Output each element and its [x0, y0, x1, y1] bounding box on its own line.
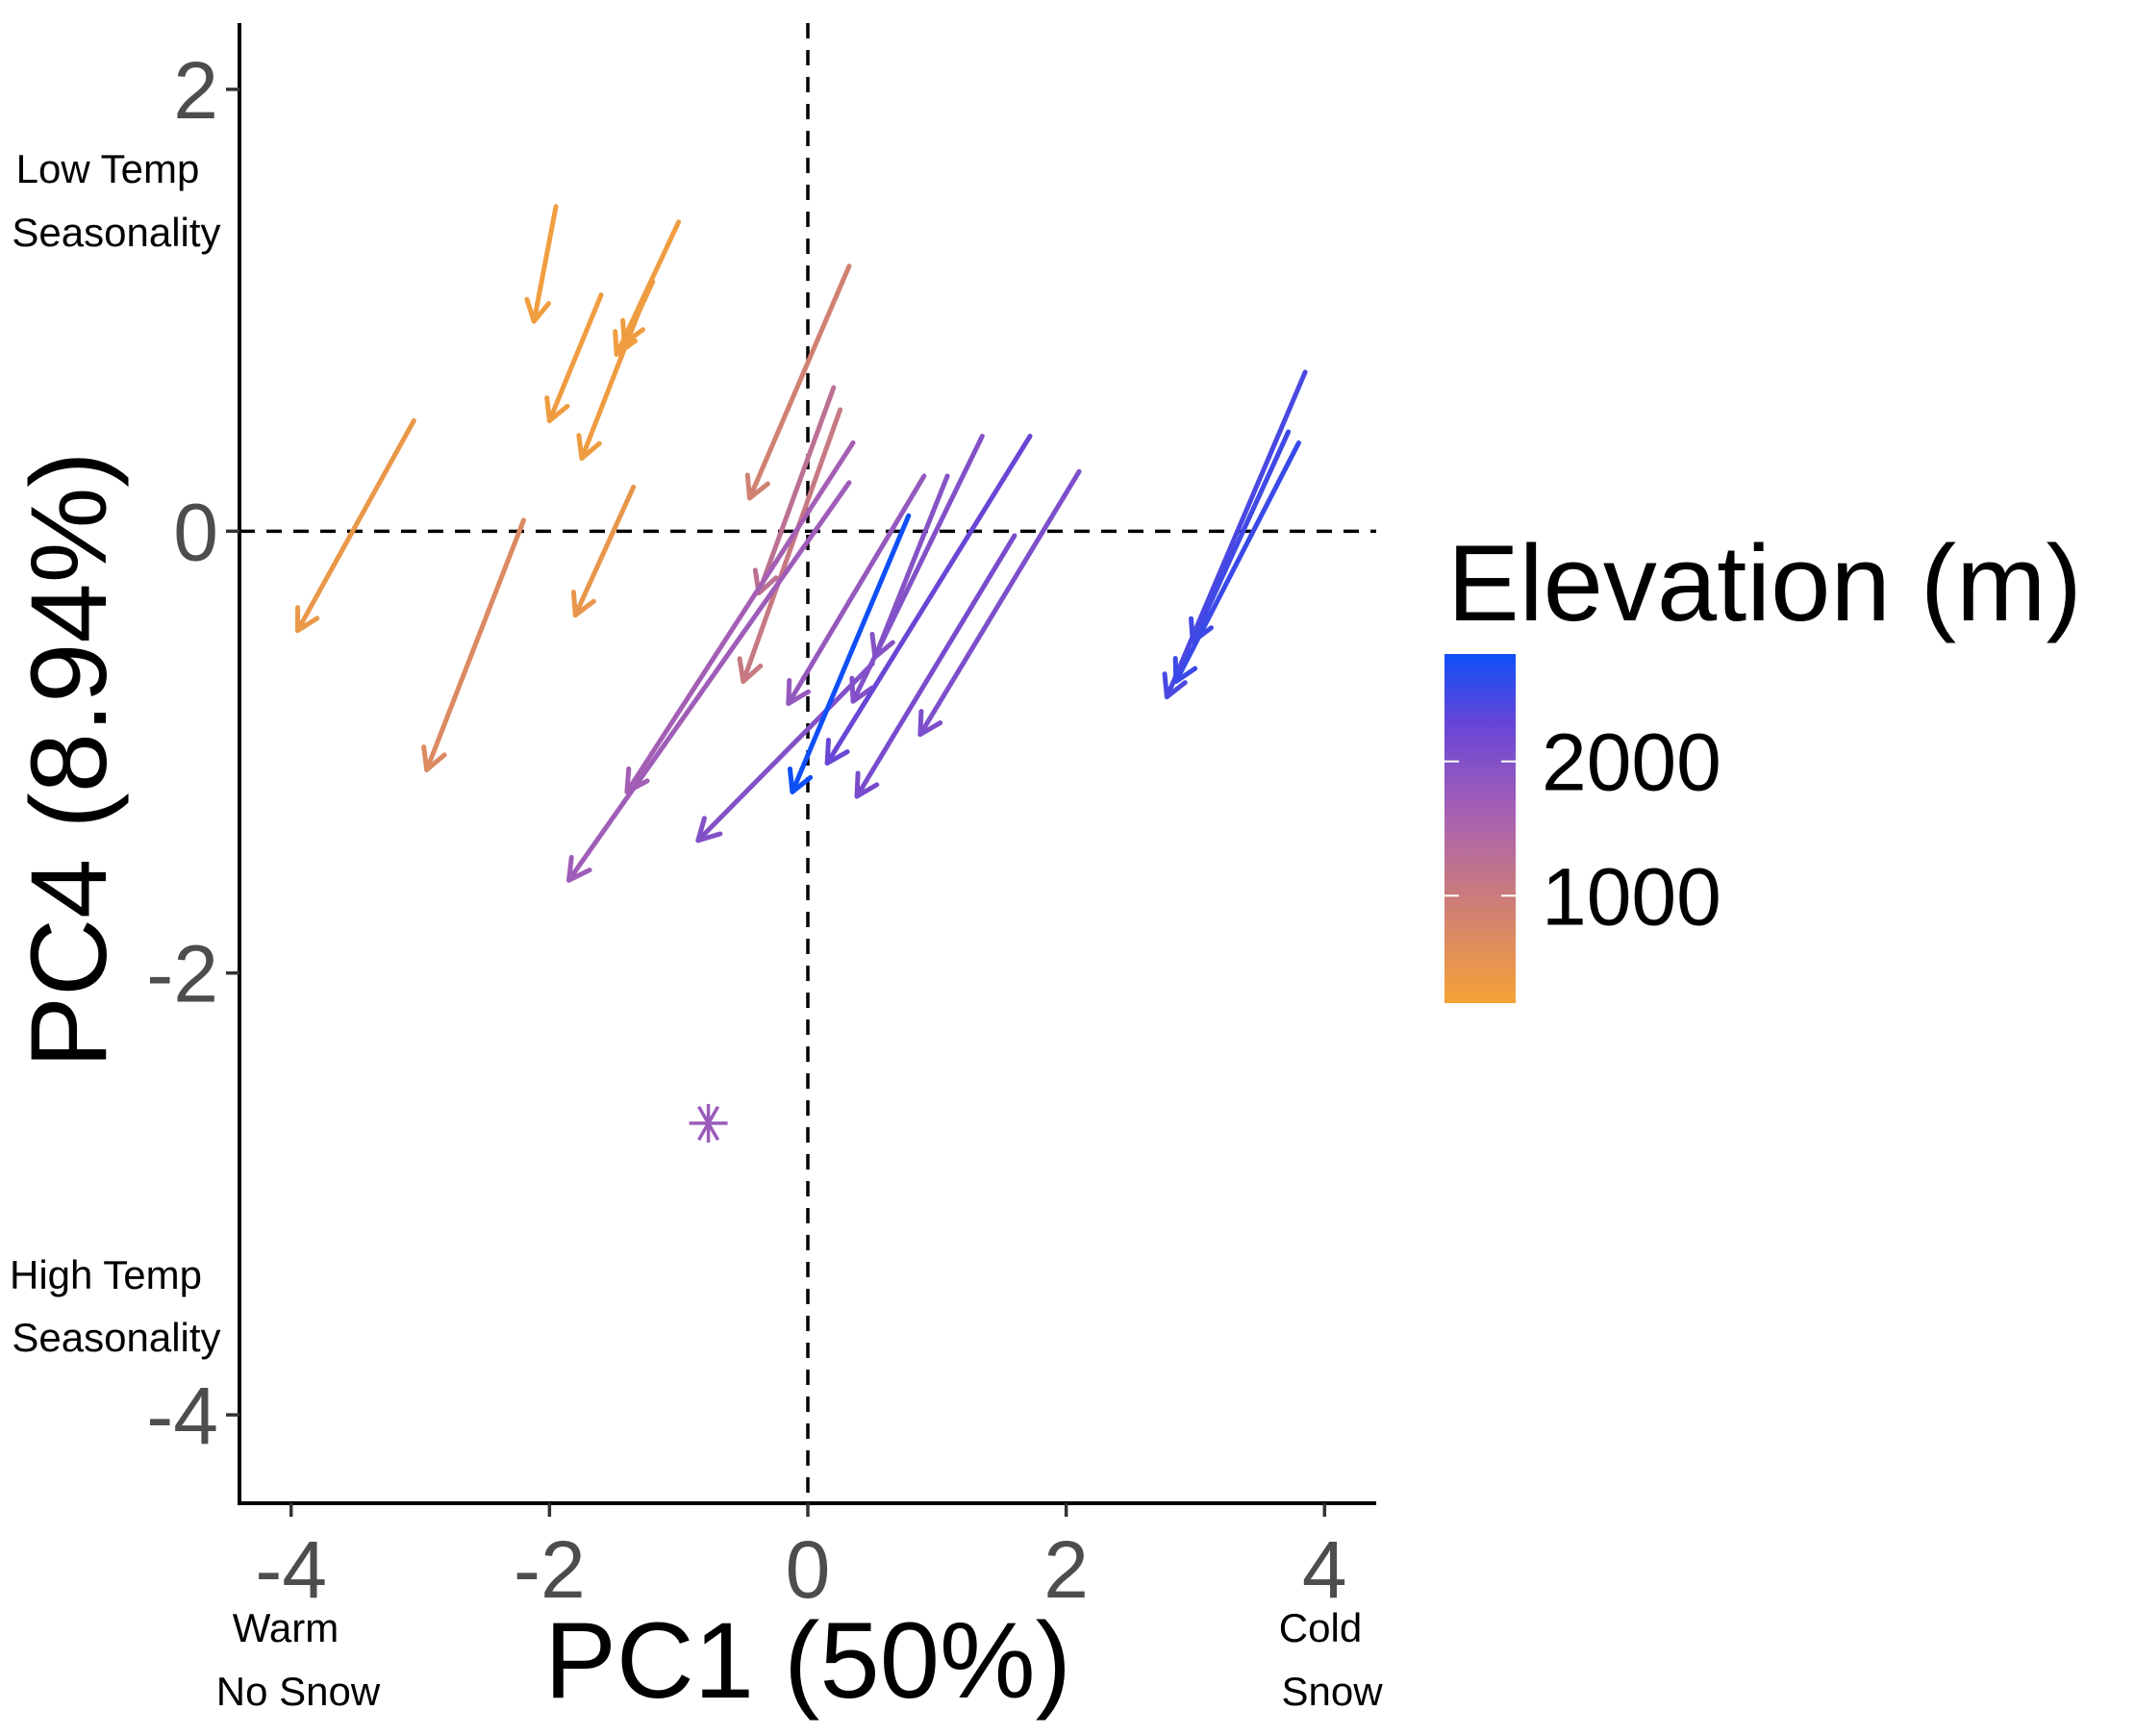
arrow-head: [294, 605, 320, 634]
arrow: [744, 264, 852, 501]
annotation-low-temp-line1: Low Temp: [16, 146, 200, 191]
reference-lines: [239, 23, 1376, 1503]
y-tick-label: -2: [146, 929, 218, 1019]
arrow: [917, 468, 1082, 738]
x-tick-label: 4: [1302, 1524, 1347, 1615]
arrow: [854, 533, 1017, 799]
annotation-high-temp-line1: High Temp: [10, 1252, 202, 1297]
arrow-shaft: [741, 407, 843, 685]
x-tick-label: -4: [255, 1524, 327, 1615]
legend-label: 2000: [1542, 717, 1721, 808]
legend: Elevation (m) 2000 1000: [1444, 523, 2082, 1003]
data-marks: [294, 204, 1308, 1143]
arrow-head: [624, 766, 650, 794]
arrow-shaft: [695, 661, 875, 843]
arrow-shaft: [917, 468, 1082, 738]
arrow-shaft: [850, 434, 985, 704]
annotation-snow: Snow: [1281, 1669, 1383, 1714]
arrow-head: [570, 590, 596, 618]
arrow: [544, 292, 604, 423]
y-tick-label: 2: [173, 45, 218, 136]
arrow-shaft: [294, 417, 416, 634]
arrow-head: [421, 744, 447, 772]
arrow: [824, 434, 1033, 766]
arrow: [421, 517, 526, 772]
arrow-head: [524, 296, 552, 324]
arrow-shaft: [824, 434, 1033, 766]
arrow-shaft: [1173, 440, 1301, 685]
axis-ticks: -4 -2 0 2 4 -4 -2 0 2: [146, 45, 1346, 1615]
arrow: [570, 484, 637, 618]
y-tick-label: -4: [146, 1371, 218, 1461]
arrow-head: [544, 395, 570, 423]
y-tick-label: 0: [173, 487, 218, 577]
arrow-head: [744, 472, 770, 501]
arrow: [1189, 429, 1292, 644]
arrow-head: [566, 854, 592, 883]
legend-title: Elevation (m): [1447, 523, 2082, 643]
arrow: [695, 661, 875, 843]
arrow-shaft: [790, 513, 912, 794]
arrow-head: [737, 656, 764, 685]
arrow: [294, 417, 416, 634]
annotation-no-snow: No Snow: [216, 1669, 381, 1714]
arrow-shaft: [786, 473, 927, 706]
arrow-shaft: [566, 480, 852, 883]
arrow: [624, 440, 856, 794]
arrow-shaft: [756, 385, 837, 596]
arrow-head: [576, 433, 602, 462]
arrow-shaft: [579, 296, 646, 462]
arrow: [752, 385, 837, 596]
arrow-shaft: [1190, 429, 1292, 644]
arrow: [737, 407, 843, 685]
arrow-head: [786, 677, 812, 706]
arrow-head: [613, 329, 639, 358]
arrow-shaft: [531, 204, 559, 324]
legend-colorbar: [1444, 654, 1516, 1003]
annotation-high-temp-line2: Seasonality: [12, 1315, 220, 1360]
arrow-shaft: [546, 292, 604, 423]
arrow-head: [1162, 671, 1188, 700]
arrow-shaft: [854, 533, 1017, 799]
arrow: [524, 204, 559, 324]
arrow: [576, 296, 646, 462]
arrow: [787, 513, 912, 794]
arrow-head: [917, 709, 943, 738]
annotation-warm: Warm: [233, 1605, 339, 1650]
arrow-shaft: [1164, 369, 1308, 700]
arrow: [566, 480, 852, 883]
x-tick-label: 0: [786, 1524, 831, 1615]
annotation-low-temp-line2: Seasonality: [12, 210, 220, 255]
annotation-cold: Cold: [1279, 1605, 1362, 1650]
x-tick-label: -2: [514, 1524, 586, 1615]
asterisk-point: [689, 1103, 728, 1143]
arrow-head: [824, 738, 850, 766]
x-tick-label: 2: [1043, 1524, 1089, 1615]
arrow-head: [1172, 656, 1198, 685]
arrow: [786, 473, 927, 706]
legend-ticks: 2000 1000: [1444, 717, 1721, 942]
arrow-head: [854, 770, 880, 799]
arrow-head: [752, 567, 779, 596]
arrow-head: [787, 766, 814, 794]
x-axis-title: PC1 (50%): [544, 1600, 1071, 1721]
arrow-shaft: [624, 440, 856, 794]
arrow-shaft: [424, 517, 526, 772]
arrow: [1162, 369, 1308, 700]
arrow-shaft: [747, 264, 852, 501]
arrow-shaft: [572, 484, 637, 618]
legend-label: 1000: [1542, 851, 1721, 942]
arrow: [1172, 440, 1301, 685]
y-axis-title: PC4 (8.94%): [9, 451, 129, 1068]
arrow-head: [695, 816, 723, 843]
arrow-head: [1189, 616, 1214, 644]
